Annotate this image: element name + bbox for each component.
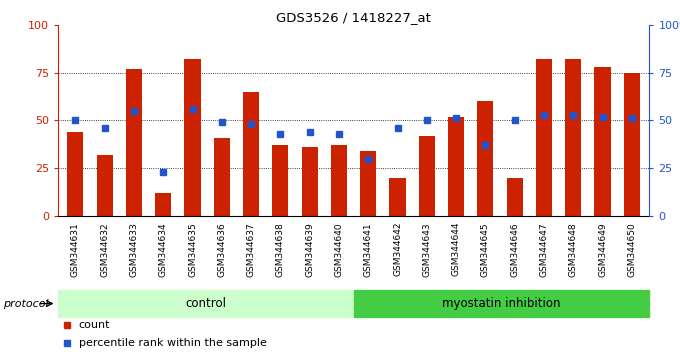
Text: GSM344643: GSM344643 bbox=[422, 222, 431, 276]
Text: GSM344635: GSM344635 bbox=[188, 222, 197, 276]
Title: GDS3526 / 1418227_at: GDS3526 / 1418227_at bbox=[276, 11, 431, 24]
Text: GSM344631: GSM344631 bbox=[71, 222, 80, 276]
Text: protocol: protocol bbox=[3, 298, 49, 309]
Text: GSM344645: GSM344645 bbox=[481, 222, 490, 276]
Text: GSM344648: GSM344648 bbox=[568, 222, 578, 276]
Text: GSM344636: GSM344636 bbox=[218, 222, 226, 276]
Text: GSM344640: GSM344640 bbox=[335, 222, 343, 276]
Text: count: count bbox=[78, 320, 110, 330]
Text: GSM344634: GSM344634 bbox=[158, 222, 168, 276]
Bar bbox=[302, 147, 318, 216]
Text: GSM344646: GSM344646 bbox=[510, 222, 519, 276]
Text: GSM344641: GSM344641 bbox=[364, 222, 373, 276]
Text: GSM344638: GSM344638 bbox=[276, 222, 285, 276]
Bar bbox=[390, 178, 405, 216]
Bar bbox=[419, 136, 435, 216]
Bar bbox=[97, 155, 113, 216]
Text: GSM344650: GSM344650 bbox=[628, 222, 636, 276]
Bar bbox=[354, 290, 649, 317]
Bar bbox=[565, 59, 581, 216]
Text: GSM344639: GSM344639 bbox=[305, 222, 314, 276]
Bar bbox=[624, 73, 640, 216]
Text: myostatin inhibition: myostatin inhibition bbox=[442, 297, 561, 310]
Text: control: control bbox=[185, 297, 226, 310]
Bar bbox=[331, 145, 347, 216]
Bar bbox=[272, 145, 288, 216]
Text: GSM344633: GSM344633 bbox=[129, 222, 139, 276]
Text: GSM344642: GSM344642 bbox=[393, 222, 402, 276]
Bar bbox=[58, 290, 354, 317]
Bar bbox=[67, 132, 84, 216]
Text: GSM344647: GSM344647 bbox=[539, 222, 549, 276]
Bar bbox=[360, 151, 376, 216]
Bar bbox=[214, 138, 230, 216]
Bar bbox=[155, 193, 171, 216]
Bar bbox=[477, 101, 494, 216]
Text: GSM344632: GSM344632 bbox=[100, 222, 109, 276]
Bar bbox=[507, 178, 523, 216]
Text: GSM344649: GSM344649 bbox=[598, 222, 607, 276]
Bar bbox=[536, 59, 552, 216]
Text: GSM344637: GSM344637 bbox=[247, 222, 256, 276]
Bar bbox=[448, 116, 464, 216]
Bar bbox=[184, 59, 201, 216]
Text: percentile rank within the sample: percentile rank within the sample bbox=[78, 338, 267, 348]
Bar bbox=[594, 67, 611, 216]
Bar bbox=[126, 69, 142, 216]
Bar bbox=[243, 92, 259, 216]
Text: GSM344644: GSM344644 bbox=[452, 222, 460, 276]
